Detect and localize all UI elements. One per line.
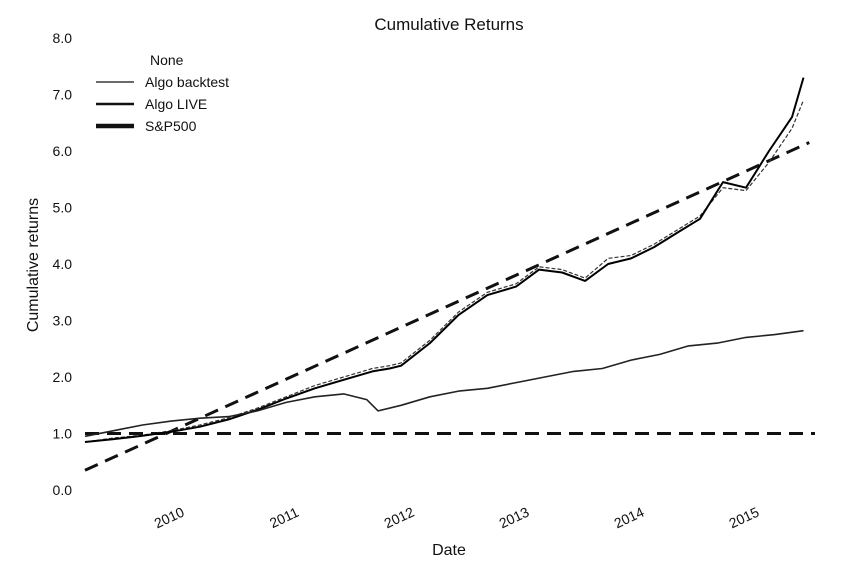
trend-reference-line <box>84 141 810 472</box>
y-tick-label: 4.0 <box>53 256 73 272</box>
y-axis-label: Cumulative returns <box>25 198 42 332</box>
legend-entry-sp500: S&P500 <box>96 118 197 134</box>
y-tick-label: 1.0 <box>53 426 73 442</box>
reference-lines <box>84 141 815 472</box>
legend-title: None <box>150 52 184 68</box>
sp500-line <box>84 329 804 438</box>
legend: None Algo backtest Algo LIVE S&P500 <box>96 52 229 134</box>
legend-label-algo-backtest: Algo backtest <box>145 74 229 90</box>
x-tick-label: 2011 <box>267 504 301 531</box>
y-tick-label: 7.0 <box>53 87 73 103</box>
y-tick-label: 3.0 <box>53 313 73 329</box>
y-axis-ticks: 0.0 1.0 2.0 3.0 4.0 5.0 6.0 7.0 8.0 <box>53 30 73 498</box>
algo-live-line <box>84 77 805 443</box>
legend-label-algo-live: Algo LIVE <box>145 96 207 112</box>
y-tick-label: 6.0 <box>53 143 73 159</box>
x-tick-label: 2012 <box>382 504 417 532</box>
x-tick-label: 2013 <box>496 504 531 532</box>
y-tick-label: 0.0 <box>53 482 73 498</box>
x-axis-ticks: 2010 2011 2012 2013 2014 2015 <box>152 504 762 532</box>
algo-backtest-line <box>84 99 805 443</box>
x-tick-label: 2014 <box>611 504 646 532</box>
series-lines <box>84 77 805 443</box>
legend-entry-algo-live: Algo LIVE <box>96 96 207 112</box>
y-tick-label: 8.0 <box>53 30 73 46</box>
x-tick-label: 2015 <box>726 504 761 532</box>
x-tick-label: 2010 <box>152 504 187 532</box>
chart-title: Cumulative Returns <box>374 15 523 34</box>
y-tick-label: 5.0 <box>53 200 73 216</box>
legend-label-sp500: S&P500 <box>145 118 197 134</box>
legend-entry-algo-backtest: Algo backtest <box>96 74 229 90</box>
x-axis-label: Date <box>432 542 466 559</box>
y-tick-label: 2.0 <box>53 369 73 385</box>
